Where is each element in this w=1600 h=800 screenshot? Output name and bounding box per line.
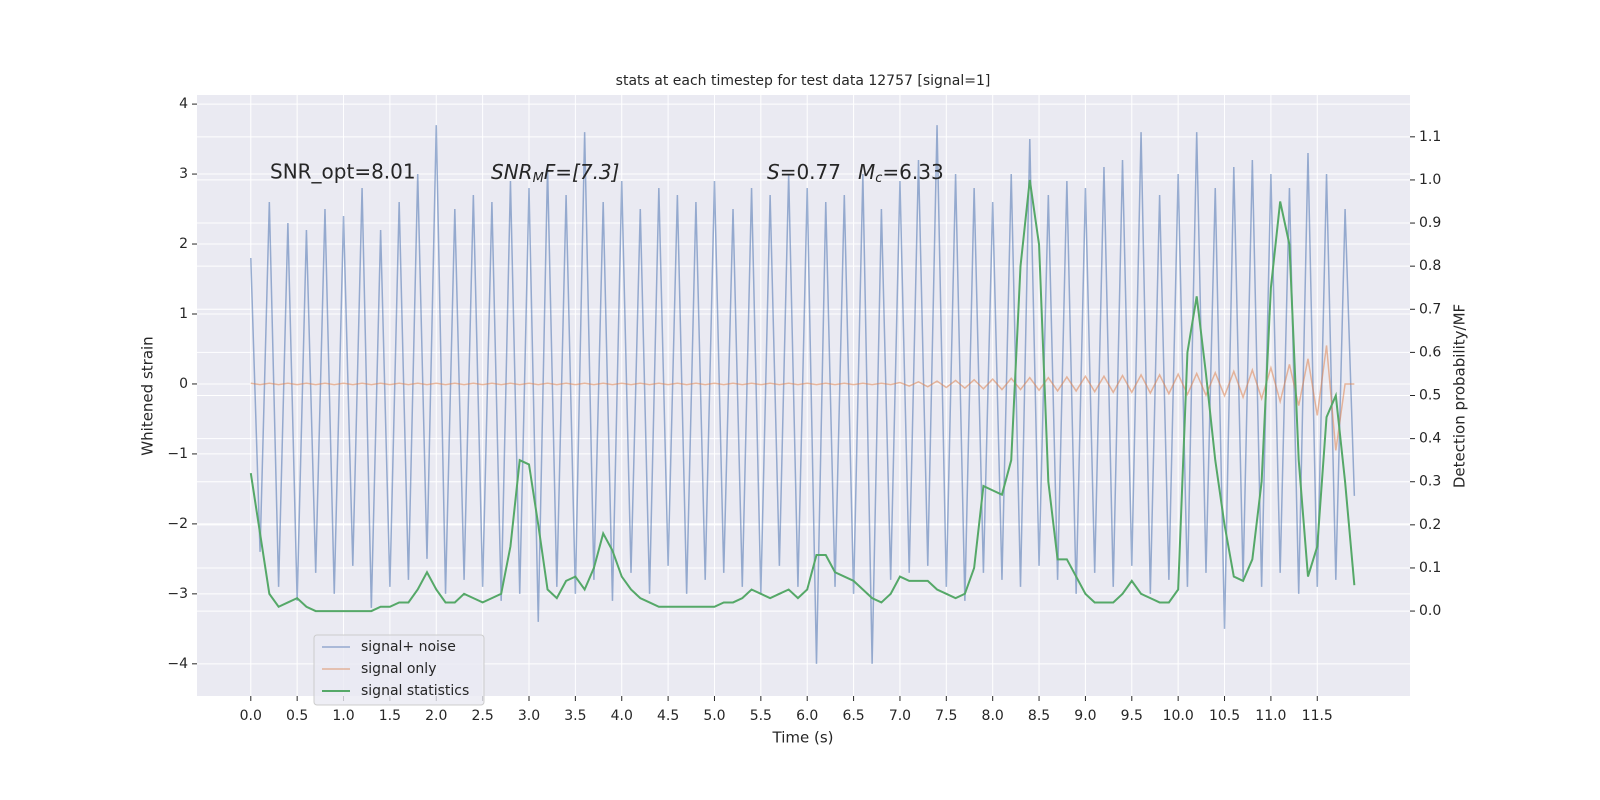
y-tick-label: −2 <box>167 516 188 532</box>
annotation: S=0.77 <box>767 160 841 184</box>
legend-box <box>313 634 485 706</box>
x-tick-label: 10.5 <box>1209 708 1240 724</box>
y2-tick-label: 0.5 <box>1419 388 1441 404</box>
annotation-sub: M <box>533 171 544 186</box>
y-axis-label: Whitened strain <box>139 336 157 455</box>
x-tick-label: 6.0 <box>796 708 818 724</box>
x-tick-label: 6.5 <box>842 708 864 724</box>
y2-tick-label: 1.1 <box>1419 129 1441 145</box>
annotation: SNRMF=[7.3] <box>491 160 619 186</box>
annotation-part: =0.77 <box>780 160 841 184</box>
x-tick-label: 3.5 <box>564 708 586 724</box>
y2-tick-label: 0.1 <box>1419 560 1441 576</box>
x-tick-label: 1.5 <box>379 708 401 724</box>
x-tick-label: 2.0 <box>425 708 447 724</box>
x-tick-label: 10.0 <box>1163 708 1194 724</box>
x-tick-label: 0.0 <box>240 708 262 724</box>
annotation-part: F=[7.3] <box>544 160 620 184</box>
y2-tick-label: 1.0 <box>1419 172 1441 188</box>
series-line <box>250 125 1356 664</box>
y-tick-label: 0 <box>179 376 188 392</box>
x-tick-label: 1.0 <box>332 708 354 724</box>
legend-label: signal only <box>361 661 436 677</box>
x-axis-label: Time (s) <box>772 729 834 747</box>
annotation: SNR_opt=8.01 <box>270 160 416 184</box>
y2-tick-label: 0.7 <box>1419 301 1441 317</box>
x-tick-label: 4.0 <box>611 708 633 724</box>
y-tick-label: −4 <box>167 656 188 672</box>
y-tick-label: 1 <box>179 306 188 322</box>
x-tick-label: 9.5 <box>1121 708 1143 724</box>
x-tick-label: 8.5 <box>1028 708 1050 724</box>
annotation: Mc=6.33 <box>858 160 944 186</box>
x-tick-label: 4.5 <box>657 708 679 724</box>
x-tick-label: 0.5 <box>286 708 308 724</box>
y-tick-label: 2 <box>179 236 188 252</box>
y2-tick-label: 0.0 <box>1419 603 1441 619</box>
x-tick-label: 7.5 <box>935 708 957 724</box>
x-tick-label: 7.0 <box>889 708 911 724</box>
annotation-part: =6.33 <box>882 160 943 184</box>
annotation-part: S <box>767 160 780 184</box>
x-tick-label: 11.0 <box>1255 708 1286 724</box>
annotation-part: SNR <box>491 160 533 184</box>
y2-tick-label: 0.2 <box>1419 517 1441 533</box>
series-line <box>250 345 1355 451</box>
x-tick-label: 8.0 <box>982 708 1004 724</box>
y-tick-label: 3 <box>179 166 188 182</box>
legend-label: signal+ noise <box>361 639 456 655</box>
y-tick-label: −1 <box>167 446 188 462</box>
y-tick-label: 4 <box>179 96 188 112</box>
y2-tick-label: 0.8 <box>1419 258 1441 274</box>
x-tick-label: 5.5 <box>750 708 772 724</box>
y2-tick-label: 0.4 <box>1419 431 1441 447</box>
x-tick-label: 2.5 <box>471 708 493 724</box>
y2-axis-label: Detection probability/MF <box>1451 304 1469 488</box>
x-tick-label: 9.0 <box>1074 708 1096 724</box>
legend-label: signal statistics <box>361 683 469 699</box>
annotation-sub: c <box>875 171 882 186</box>
y2-tick-label: 0.6 <box>1419 344 1441 360</box>
y-tick-label: −3 <box>167 586 188 602</box>
x-tick-label: 11.5 <box>1302 708 1333 724</box>
y2-tick-label: 0.9 <box>1419 215 1441 231</box>
x-tick-label: 5.0 <box>703 708 725 724</box>
x-tick-label: 3.0 <box>518 708 540 724</box>
series-line <box>249 179 1356 613</box>
annotation-part: M <box>858 160 875 184</box>
chart-title: stats at each timestep for test data 127… <box>616 73 991 89</box>
y2-tick-label: 0.3 <box>1419 474 1441 490</box>
